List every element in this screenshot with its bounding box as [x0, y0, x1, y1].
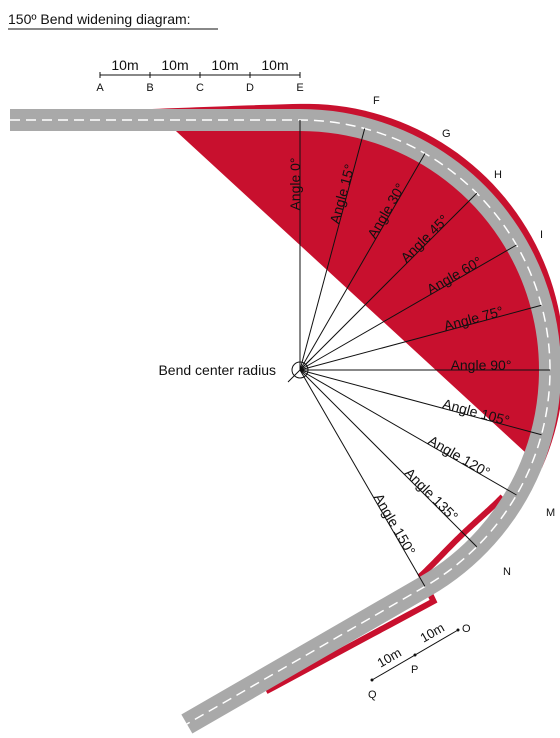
angle-line [299, 153, 426, 371]
scale-point: Q [368, 689, 377, 701]
angle-line [299, 369, 478, 548]
angle-label: Angle 90° [451, 357, 512, 373]
angle-line [299, 128, 366, 371]
scale-tick [370, 678, 374, 682]
scale-distance: 10m [111, 57, 138, 73]
center-mark [291, 361, 309, 379]
arc-point: N [503, 566, 511, 578]
center-label: Bend center radius [158, 362, 276, 378]
angle-label: Angle 150° [371, 491, 419, 558]
angle-label: Angle 0° [287, 157, 303, 210]
arc-point: I [540, 229, 543, 241]
scale-tick [456, 628, 460, 632]
arc-point: G [442, 128, 451, 140]
center-mark [287, 357, 313, 383]
angle-line [299, 244, 517, 371]
scale-tick [413, 653, 417, 657]
scale-distance: 10m [261, 57, 288, 73]
scale-point: A [96, 82, 104, 94]
scale-point: O [462, 623, 471, 635]
scale-distance: 10m [418, 620, 447, 646]
angle-line [299, 192, 478, 371]
arc-point: H [494, 169, 502, 181]
scale-point: B [146, 82, 153, 94]
angle-line [299, 369, 517, 496]
arc-point: M [546, 507, 555, 519]
scale-point: E [296, 82, 303, 94]
scale-point: D [246, 82, 254, 94]
scale-point: P [411, 664, 418, 676]
arc-point: F [373, 95, 380, 107]
widening [152, 103, 560, 468]
widening [264, 494, 505, 694]
scale-point: C [196, 82, 204, 94]
angle-line [299, 369, 426, 587]
scale-distance: 10m [211, 57, 238, 73]
angle-line [299, 304, 542, 371]
angle-lines [299, 120, 550, 587]
scale-distance: 10m [375, 645, 404, 671]
scale-distance: 10m [161, 57, 188, 73]
angle-label: Angle 120° [426, 432, 493, 480]
title: 150º Bend widening diagram: [8, 11, 191, 27]
angle-line [299, 369, 542, 436]
angle-label: Angle 135° [402, 465, 462, 525]
